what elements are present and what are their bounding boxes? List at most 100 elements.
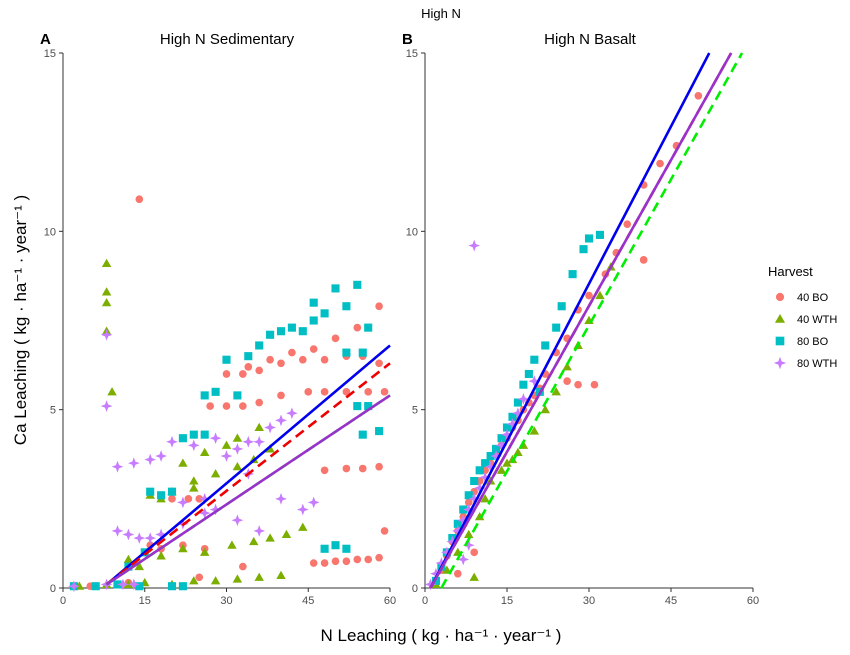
- panel-a-point-80-wth: [144, 532, 157, 544]
- panel-b-point-80-wth: [457, 553, 470, 566]
- panel-a-point-80-bo: [342, 544, 351, 553]
- panel-a-y-tick-label: 5: [50, 405, 56, 417]
- panel-b-point-80-wth: [506, 418, 519, 430]
- panel-b-point-80-bo: [453, 519, 462, 528]
- panel-a-point-80-wth: [155, 450, 167, 462]
- panel-a-points: [68, 195, 389, 593]
- panel-a-point-40-wth: [189, 483, 199, 492]
- panel-b-point-80-wth: [501, 428, 513, 441]
- panel-a-trendline-80-bo: [105, 344, 391, 586]
- panel-a-point-40-bo: [239, 370, 247, 378]
- panel-a-point-40-bo: [353, 323, 362, 332]
- panel-b-point-80-bo: [530, 355, 539, 364]
- panel-b-point-40-bo: [453, 569, 462, 578]
- panel-a-point-40-bo: [222, 370, 231, 378]
- panel-b-point-80-wth: [457, 514, 470, 527]
- panel-a-point-80-bo: [222, 355, 231, 364]
- panel-a-point-80-bo: [320, 309, 329, 318]
- panel-a-point-80-wth: [117, 578, 129, 591]
- panel-a-point-40-bo: [380, 527, 389, 535]
- panel-a-point-40-wth: [156, 551, 166, 560]
- panel-b-point-80-wth: [441, 546, 453, 559]
- panel-a-point-80-bo: [200, 430, 209, 439]
- panel-a-point-40-wth: [281, 529, 292, 539]
- panel-b-point-80-wth: [430, 567, 442, 580]
- panel-b-point-80-wth: [473, 482, 486, 494]
- panel-b-point-80-wth: [462, 503, 475, 516]
- panel-b-point-40-bo: [563, 377, 571, 385]
- panel-a-point-80-wth: [144, 453, 157, 466]
- panel-b-point-80-bo: [475, 466, 484, 475]
- panel-b-y-tick-label: 5: [412, 405, 418, 417]
- panel-a-point-80-bo: [298, 327, 307, 336]
- panel-b-y-tick-label: 10: [406, 226, 418, 238]
- panel-a-point-80-wth: [242, 435, 255, 448]
- panel-b-points: [424, 91, 703, 591]
- panel-a-point-80-bo: [146, 487, 155, 496]
- legend-label: 40 WTH: [797, 314, 837, 326]
- panel-a-point-40-wth: [298, 522, 308, 531]
- panel-a-point-40-bo: [277, 359, 285, 368]
- panel-a-point-80-wth: [286, 407, 298, 420]
- panel-b-point-80-wth: [424, 578, 437, 591]
- panel-b-point-40-wth: [464, 529, 474, 539]
- panel-a-point-80-wth: [68, 580, 80, 593]
- panel-a-point-40-wth: [101, 287, 112, 296]
- panel-a-point-80-bo: [309, 316, 318, 325]
- panel-a-y-tick-label: 10: [44, 226, 56, 238]
- panel-b-trendline-80-bo: [429, 52, 711, 589]
- panel-a-point-40-bo: [375, 302, 383, 311]
- panel-a-point-80-bo: [135, 582, 144, 591]
- legend-label: 80 BO: [797, 336, 829, 348]
- panel-b-point-80-wth: [528, 375, 541, 387]
- panel-a-point-40-bo: [168, 495, 176, 503]
- panel-a-point-40-wth: [232, 574, 243, 583]
- panel-a-trendline-40-bo: [105, 362, 391, 586]
- panel-b-plot: 0 15 30 45 60 0 5 10 15: [406, 48, 759, 607]
- panel-a-point-80-bo: [331, 541, 340, 550]
- panel-a-point-80-wth: [209, 432, 222, 445]
- panel-a-point-40-wth: [249, 536, 259, 546]
- panel-b-x-tick-label: 60: [747, 595, 759, 607]
- panel-a-point-40-bo: [375, 553, 383, 562]
- panel-a-point-80-wth: [187, 439, 200, 452]
- panel-a-point-40-bo: [309, 559, 318, 567]
- panel-a-point-80-bo: [233, 391, 242, 400]
- panel-a-point-80-bo: [287, 323, 296, 332]
- panel-a-point-80-bo: [358, 430, 367, 439]
- panel-b-point-40-bo: [574, 380, 582, 389]
- panel-b-point-80-bo: [595, 230, 604, 239]
- panel-a-point-80-wth: [275, 414, 287, 427]
- panel-a-point-80-wth: [198, 492, 211, 505]
- panel-a-point-40-bo: [239, 562, 247, 571]
- panel-b-point-40-bo: [656, 159, 664, 168]
- panel-b-point-40-bo: [639, 256, 648, 264]
- panel-b-point-80-wth: [468, 492, 481, 505]
- panel-b-point-40-bo: [590, 380, 599, 389]
- panel-a-plot: 0 15 30 45 60 0 5 10 15: [44, 48, 396, 607]
- panel-a-point-40-wth: [101, 258, 112, 267]
- panel-a-point-40-bo: [364, 555, 373, 564]
- legend-title: Harvest: [768, 264, 813, 279]
- panel-b-tag: B: [402, 31, 413, 48]
- panel-a-point-40-wth: [232, 433, 243, 442]
- panel-b-point-80-bo: [508, 412, 517, 421]
- panel-a-point-80-bo: [353, 280, 362, 289]
- panel-a-point-40-wth: [199, 447, 210, 457]
- panel-a-point-80-wth: [253, 435, 266, 448]
- panel-b-point-40-bo: [470, 548, 479, 557]
- panel-a-point-80-wth: [100, 400, 113, 412]
- panel-a-point-80-wth: [100, 328, 113, 341]
- panel-b-point-80-bo: [579, 245, 588, 254]
- panel-a-point-80-wth: [220, 450, 233, 462]
- panel-a-point-80-bo: [353, 402, 362, 411]
- panel-a-point-40-wth: [123, 579, 134, 588]
- panel-a-point-80-wth: [133, 532, 146, 544]
- panel-a-point-80-bo: [211, 387, 220, 396]
- panel-b-point-40-wth: [513, 447, 523, 457]
- panel-a-tag: A: [40, 31, 51, 48]
- panel-a-point-40-wth: [123, 554, 134, 564]
- legend-key-40-wth: [774, 313, 786, 323]
- panel-a-point-40-bo: [135, 195, 144, 204]
- panel-a-point-40-bo: [244, 363, 253, 371]
